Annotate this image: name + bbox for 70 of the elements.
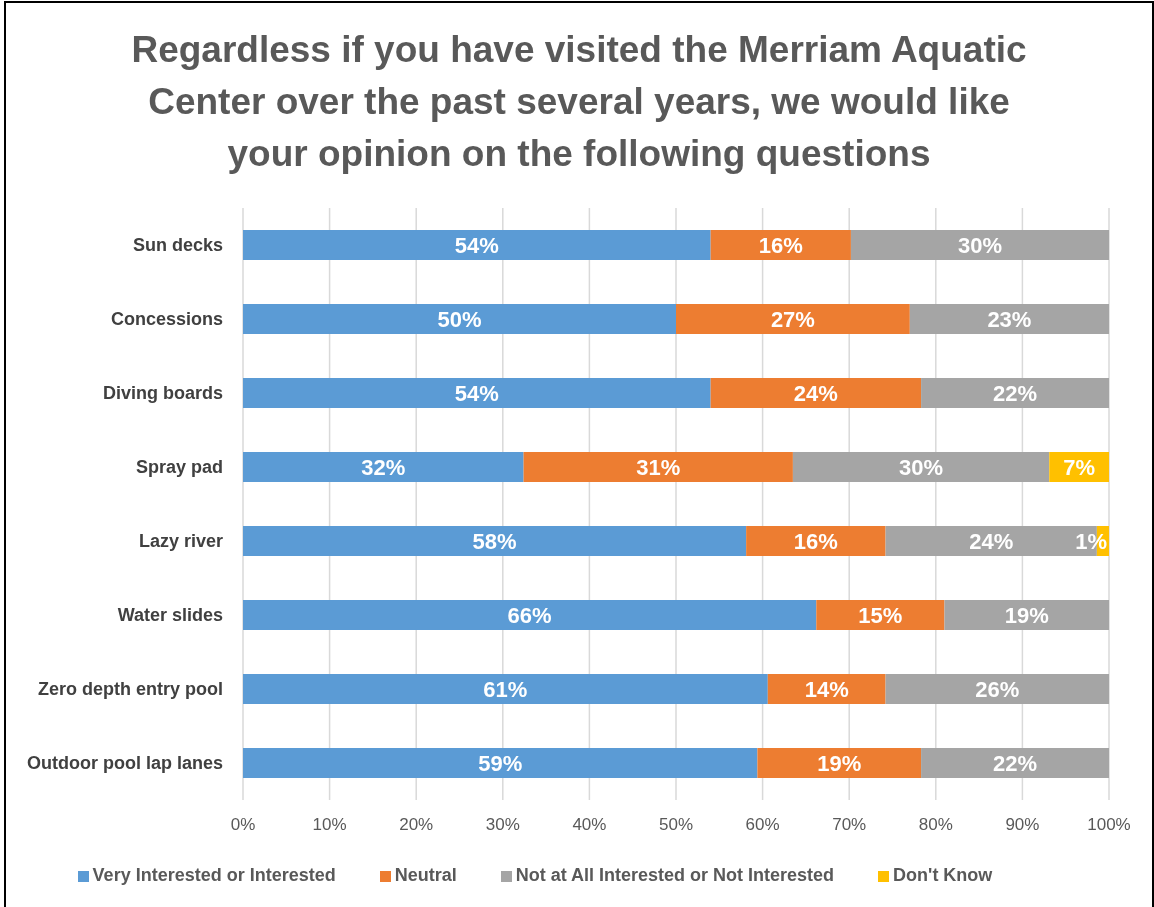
data-label: 26% <box>975 676 1020 702</box>
data-label: 30% <box>957 232 1002 258</box>
data-label: 16% <box>758 232 803 258</box>
data-label: 58% <box>472 528 517 554</box>
y-tick-label: Sun decks <box>132 235 223 256</box>
bar <box>921 378 1109 408</box>
data-label: 19% <box>817 750 862 776</box>
x-tick-label: 80% <box>918 815 953 835</box>
data-label: 54% <box>454 380 499 406</box>
bar <box>710 230 851 260</box>
data-label: 7% <box>1063 454 1096 480</box>
y-tick-label: Spray pad <box>135 457 223 478</box>
bar <box>243 526 747 556</box>
bar <box>243 600 817 630</box>
x-tick-label: 70% <box>832 815 867 835</box>
x-tick-label: 50% <box>658 815 694 835</box>
legend-label: Don't Know <box>893 865 993 885</box>
data-label: 30% <box>899 454 944 480</box>
legend-label: Not at All Interested or Not Interested <box>515 865 835 885</box>
bar <box>944 600 1109 630</box>
x-tick-label: 40% <box>572 815 607 835</box>
data-label: 50% <box>437 306 482 332</box>
y-tick-label: Water slides <box>117 605 223 626</box>
data-label: 24% <box>969 528 1014 554</box>
legend-label: Neutral <box>394 865 457 885</box>
y-tick-label: Zero depth entry pool <box>37 679 223 700</box>
data-label: 19% <box>1004 602 1049 628</box>
bar <box>243 748 758 778</box>
data-label: 59% <box>478 750 523 776</box>
data-label: 22% <box>993 380 1038 406</box>
legend-label: Very Interested or Interested <box>92 865 336 885</box>
y-tick-label: Lazy river <box>138 531 223 552</box>
x-tick-label: 100% <box>1087 815 1131 835</box>
y-tick-label: Outdoor pool lap lanes <box>26 753 223 774</box>
data-label: 32% <box>361 454 406 480</box>
data-label: 15% <box>858 602 903 628</box>
bar <box>757 748 922 778</box>
y-tick-label: Diving boards <box>102 383 223 404</box>
bar <box>676 304 910 334</box>
bar <box>243 674 768 704</box>
bar <box>243 452 524 482</box>
data-label: 14% <box>804 676 849 702</box>
data-label: 54% <box>454 232 499 258</box>
bar <box>921 748 1109 778</box>
data-label: 22% <box>993 750 1038 776</box>
bar <box>243 230 711 260</box>
x-tick-label: 10% <box>312 815 347 835</box>
x-tick-label: 60% <box>745 815 780 835</box>
x-tick-label: 20% <box>399 815 434 835</box>
bar <box>523 452 793 482</box>
data-label: 23% <box>987 306 1032 332</box>
data-label: 66% <box>507 602 552 628</box>
bar <box>792 452 1050 482</box>
bar <box>243 304 676 334</box>
data-label: 61% <box>483 676 528 702</box>
x-tick-label: 90% <box>1005 815 1040 835</box>
data-label: 27% <box>770 306 815 332</box>
bar <box>243 378 711 408</box>
bar <box>909 304 1109 334</box>
bar <box>746 526 886 556</box>
data-label: 24% <box>793 380 838 406</box>
bar <box>710 378 922 408</box>
y-tick-label: Concessions <box>110 309 223 330</box>
bar <box>850 230 1109 260</box>
data-label: 16% <box>793 528 838 554</box>
bar <box>885 674 1109 704</box>
x-tick-label: 0% <box>230 815 256 835</box>
x-tick-label: 30% <box>485 815 520 835</box>
chart-title: Regardless if you have visited the Merriam Aquatic Center over the past several years, we would like your opinion on the following questions <box>130 28 1028 176</box>
data-label: 31% <box>636 454 681 480</box>
